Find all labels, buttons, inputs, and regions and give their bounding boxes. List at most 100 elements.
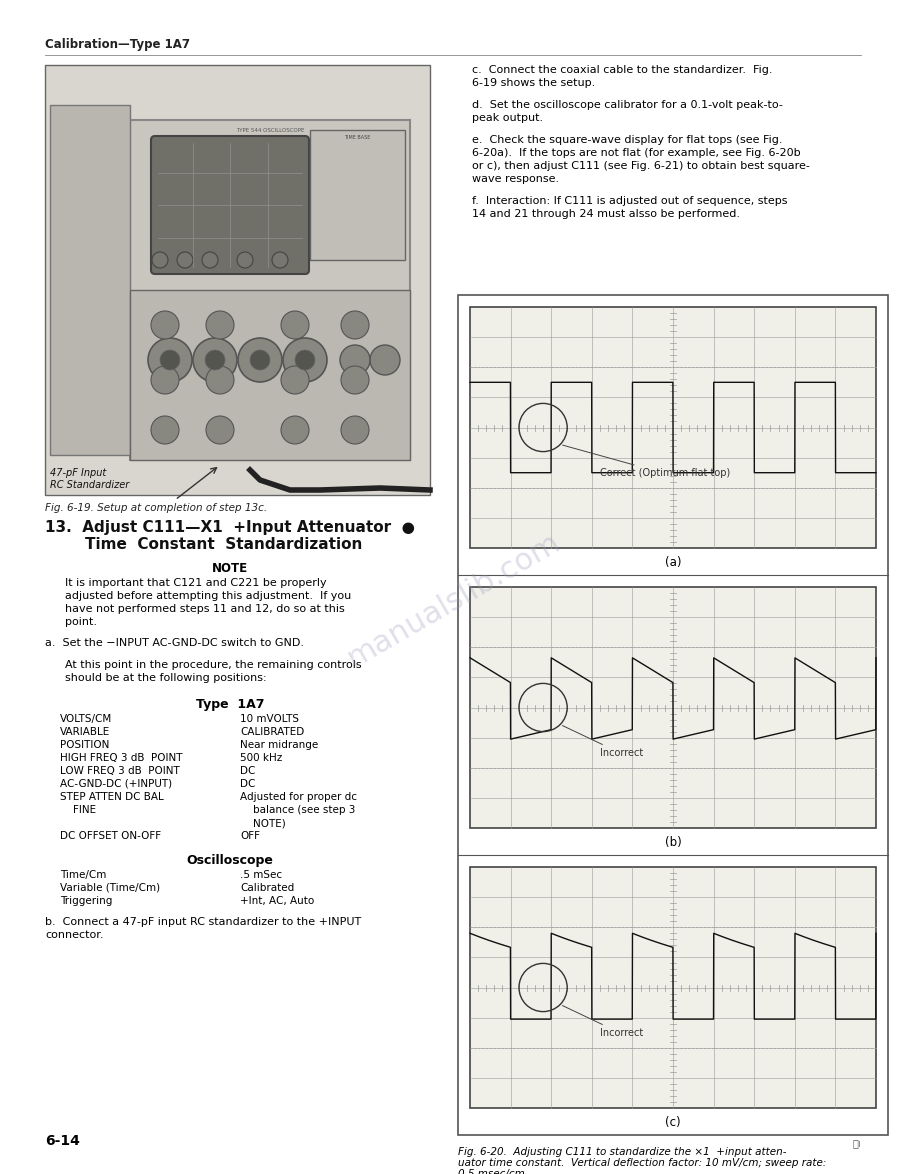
Bar [470,306,876,548]
Text: a.  Set the −INPUT AC-GND-DC switch to GND.: a. Set the −INPUT AC-GND-DC switch to GN… [45,637,304,648]
Text: 6-14: 6-14 [45,1134,80,1148]
Circle shape [152,252,168,268]
Text: 47-pF Input
RC Standardizer: 47-pF Input RC Standardizer [50,468,130,490]
Text: connector.: connector. [45,930,103,940]
Circle shape [281,311,309,339]
Text: Oscilloscope: Oscilloscope [187,853,274,868]
Text: Incorrect: Incorrect [563,1006,643,1039]
Circle shape [177,252,193,268]
Text: Time  Constant  Standardization: Time Constant Standardization [85,537,362,552]
Text: DC OFFSET ON-OFF: DC OFFSET ON-OFF [60,831,161,841]
Circle shape [283,338,327,382]
Text: TIME BASE: TIME BASE [343,135,371,140]
Circle shape [193,338,237,382]
Text: c.  Connect the coaxial cable to the standardizer.  Fig.: c. Connect the coaxial cable to the stan… [472,65,773,75]
Text: b.  Connect a 47-pF input RC standardizer to the +INPUT: b. Connect a 47-pF input RC standardizer… [45,917,361,927]
FancyBboxPatch shape [151,136,309,274]
Text: manualslib.com: manualslib.com [342,527,564,673]
Text: 500 kHz: 500 kHz [240,753,283,763]
Circle shape [341,311,369,339]
Text: Calibration—Type 1A7: Calibration—Type 1A7 [45,38,190,50]
Circle shape [281,416,309,444]
Text: or c), then adjust C111 (see Fig. 6-21) to obtain best square-: or c), then adjust C111 (see Fig. 6-21) … [472,161,810,171]
Circle shape [151,311,179,339]
Circle shape [295,350,315,370]
Text: VARIABLE: VARIABLE [60,727,111,737]
Text: POSITION: POSITION [60,740,110,750]
Bar [50,104,130,456]
Circle shape [151,366,179,394]
Text: 13.  Adjust C111—X1  +Input Attenuator  ●: 13. Adjust C111—X1 +Input Attenuator ● [45,520,415,535]
Text: AC-GND-DC (+INPUT): AC-GND-DC (+INPUT) [60,780,172,789]
Text: NOTE: NOTE [212,562,248,575]
Text: +Int, AC, Auto: +Int, AC, Auto [240,896,314,906]
Bar [470,587,876,828]
Text: HIGH FREQ 3 dB  POINT: HIGH FREQ 3 dB POINT [60,753,182,763]
Text: point.: point. [65,618,97,627]
Text: 14 and 21 through 24 must alsso be performed.: 14 and 21 through 24 must alsso be perfo… [472,209,740,220]
Text: FINE: FINE [60,805,96,815]
Text: STEP ATTEN DC BAL: STEP ATTEN DC BAL [60,792,164,802]
Text: 0.5 msec/cm.: 0.5 msec/cm. [458,1169,528,1174]
Text: Fig. 6-19. Setup at completion of step 13c.: Fig. 6-19. Setup at completion of step 1… [45,502,267,513]
Text: 6-19 shows the setup.: 6-19 shows the setup. [472,77,595,88]
Text: d.  Set the oscilloscope calibrator for a 0.1-volt peak-to-: d. Set the oscilloscope calibrator for a… [472,100,783,110]
Circle shape [250,350,270,370]
Circle shape [151,416,179,444]
Bar [458,295,888,1135]
Text: It is important that C121 and C221 be properly: It is important that C121 and C221 be pr… [65,578,327,588]
Text: Ⓐı: Ⓐı [853,1138,861,1148]
Bar [130,120,410,460]
Circle shape [206,311,234,339]
Circle shape [340,345,370,375]
Text: Variable (Time/Cm): Variable (Time/Cm) [60,883,160,893]
Text: (b): (b) [665,836,681,849]
Circle shape [238,338,282,382]
Circle shape [341,416,369,444]
Text: balance (see step 3: balance (see step 3 [240,805,355,815]
Circle shape [370,345,400,375]
Text: uator time constant.  Vertical deflection factor: 10 mV/cm; sweep rate:: uator time constant. Vertical deflection… [458,1158,826,1168]
Text: VOLTS/CM: VOLTS/CM [60,714,112,724]
Text: DC: DC [240,765,255,776]
Text: NOTE): NOTE) [240,818,285,828]
Text: Fig. 6-20.  Adjusting C111 to standardize the ×1  +input atten-: Fig. 6-20. Adjusting C111 to standardize… [458,1147,786,1158]
Bar [470,868,876,1108]
Text: f.  Interaction: If C111 is adjusted out of sequence, steps: f. Interaction: If C111 is adjusted out … [472,196,787,205]
Circle shape [272,252,288,268]
Text: peak output.: peak output. [472,113,543,123]
Text: LOW FREQ 3 dB  POINT: LOW FREQ 3 dB POINT [60,765,179,776]
Text: Calibrated: Calibrated [240,883,294,893]
Text: OFF: OFF [240,831,260,841]
Bar [45,65,430,495]
Text: should be at the following positions:: should be at the following positions: [65,673,266,683]
Circle shape [206,366,234,394]
Bar [130,290,410,460]
Circle shape [237,252,253,268]
Text: Near midrange: Near midrange [240,740,318,750]
Text: .5 mSec: .5 mSec [240,870,282,880]
Text: 10 mVOLTS: 10 mVOLTS [240,714,299,724]
Text: (c): (c) [665,1116,680,1129]
Circle shape [148,338,192,382]
Text: Triggering: Triggering [60,896,112,906]
Circle shape [205,350,225,370]
Circle shape [202,252,218,268]
Text: Correct (Optimum flat top): Correct (Optimum flat top) [563,445,730,479]
Circle shape [281,366,309,394]
Text: CALIBRATED: CALIBRATED [240,727,304,737]
Text: (a): (a) [665,556,681,569]
Circle shape [206,416,234,444]
Text: wave response.: wave response. [472,174,559,184]
Text: 6-20a).  If the tops are not flat (for example, see Fig. 6-20b: 6-20a). If the tops are not flat (for ex… [472,148,801,158]
Bar [310,130,405,259]
Text: DC: DC [240,780,255,789]
Circle shape [160,350,180,370]
Text: Adjusted for proper dc: Adjusted for proper dc [240,792,357,802]
Text: TYPE 544 OSCILLOSCOPE: TYPE 544 OSCILLOSCOPE [236,128,304,133]
Text: Time/Cm: Time/Cm [60,870,106,880]
Text: e.  Check the square-wave display for flat tops (see Fig.: e. Check the square-wave display for fla… [472,135,783,146]
Circle shape [341,366,369,394]
Text: Type  1A7: Type 1A7 [196,699,265,711]
Text: At this point in the procedure, the remaining controls: At this point in the procedure, the rema… [65,660,361,670]
